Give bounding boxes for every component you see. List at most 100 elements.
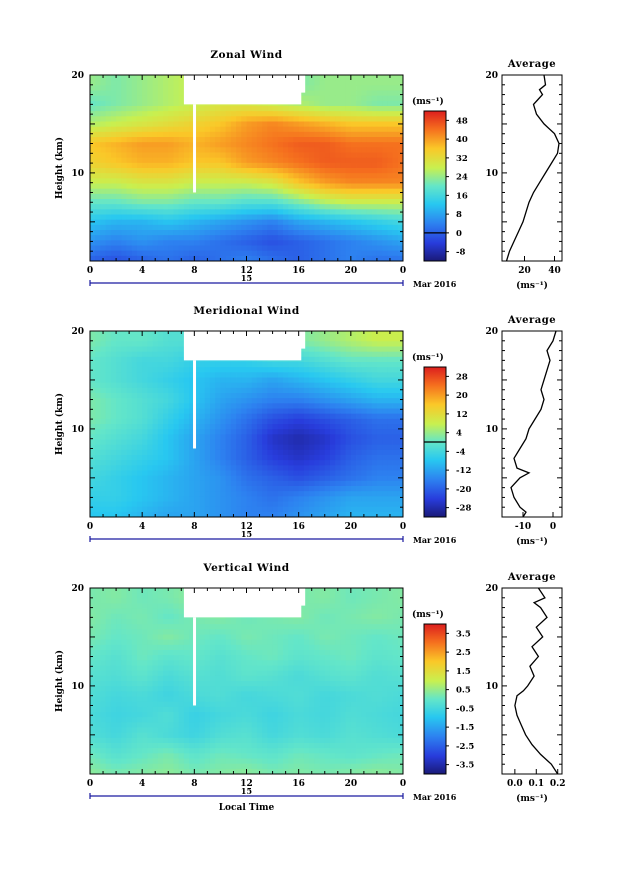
heat-cell: [157, 75, 164, 81]
heat-cell: [340, 486, 347, 492]
heat-cell: [189, 429, 195, 435]
heat-cell: [309, 214, 315, 221]
heat-cell: [168, 157, 174, 164]
heat-cell: [277, 377, 284, 384]
heat-cell: [345, 173, 352, 179]
heat-cell: [194, 449, 200, 456]
heat-cell: [131, 188, 138, 195]
heat-cell: [178, 147, 185, 153]
heat-cell: [152, 168, 159, 174]
heat-cell: [110, 346, 117, 353]
heat-cell: [246, 506, 253, 513]
heat-cell: [163, 255, 169, 262]
heat-cell: [361, 608, 367, 615]
heat-cell: [272, 434, 279, 440]
heat-cell: [230, 106, 237, 112]
heat-cell: [262, 511, 268, 518]
heat-cell: [142, 603, 148, 610]
heat-cell: [277, 157, 284, 164]
heat-cell: [335, 240, 341, 246]
heat-cell: [199, 403, 206, 409]
heat-cell: [382, 199, 388, 205]
heat-cell: [329, 351, 336, 358]
heat-cell: [371, 106, 378, 112]
heat-cell: [272, 465, 279, 471]
heat-cell: [131, 506, 138, 513]
heat-cell: [366, 250, 373, 257]
heat-cell: [356, 475, 362, 482]
heat-cell: [100, 418, 107, 425]
heat-cell: [105, 608, 112, 615]
heat-cell: [215, 444, 221, 451]
heat-cell: [361, 224, 367, 231]
heat-cell: [267, 413, 273, 420]
heat-cell: [220, 367, 227, 373]
heat-cell: [168, 121, 174, 128]
heat-cell: [189, 224, 195, 231]
heat-cell: [246, 377, 253, 384]
heat-cell: [309, 183, 315, 190]
heat-cell: [392, 214, 399, 221]
heat-cell: [319, 100, 326, 107]
heat-cell: [178, 106, 185, 112]
heat-cell: [376, 183, 383, 190]
heat-cell: [397, 598, 404, 604]
heat-cell: [277, 137, 284, 143]
heat-cell: [142, 506, 148, 513]
heat-cell: [110, 224, 117, 231]
heat-cell: [230, 429, 237, 435]
heat-cell: [361, 111, 367, 117]
heat-cell: [215, 387, 221, 394]
heat-cell: [147, 230, 153, 236]
heat-cell: [163, 214, 169, 221]
heat-cell: [272, 491, 279, 497]
heat-cell: [246, 147, 253, 153]
heat-cell: [345, 480, 352, 487]
heat-cell: [173, 188, 180, 195]
heat-cell: [183, 131, 190, 138]
heat-cell: [283, 178, 289, 184]
heat-cell: [225, 178, 232, 184]
heat-cell: [319, 480, 326, 487]
heat-cell: [392, 193, 399, 200]
heat-cell: [136, 204, 143, 210]
heat-cell: [298, 608, 305, 615]
heat-cell: [324, 121, 331, 128]
heat-cell: [220, 183, 227, 190]
heat-cell: [241, 424, 247, 430]
heat-cell: [136, 95, 143, 102]
heat-cell: [283, 152, 289, 159]
heat-cell: [329, 162, 336, 169]
heat-cell: [361, 240, 367, 246]
heat-cell: [303, 351, 310, 358]
heat-cell: [178, 137, 185, 143]
heat-cell: [371, 429, 378, 435]
heat-cell: [319, 240, 326, 246]
heat-cell: [136, 183, 143, 190]
heat-cell: [126, 224, 133, 231]
heat-cell: [110, 603, 117, 610]
heat-cell: [142, 449, 148, 456]
heat-cell: [387, 126, 393, 133]
heat-cell: [350, 511, 357, 518]
heat-cell: [142, 209, 148, 215]
heat-cell: [199, 377, 206, 384]
heat-cell: [246, 434, 253, 440]
heat-cell: [189, 157, 195, 164]
heat-cell: [199, 142, 206, 148]
heat-cell: [382, 336, 388, 342]
heat-cell: [236, 377, 242, 384]
heat-cell: [251, 429, 258, 435]
heat-cell: [262, 449, 268, 456]
heat-cell: [329, 593, 336, 599]
heat-cell: [324, 608, 331, 615]
heat-cell: [225, 214, 232, 221]
heat-cell: [324, 235, 331, 241]
heat-cell: [361, 470, 367, 477]
heat-cell: [262, 501, 268, 508]
heat-cell: [293, 173, 300, 179]
heat-cell: [397, 331, 404, 337]
heat-cell: [199, 230, 206, 236]
heat-cell: [319, 491, 326, 497]
heat-cell: [163, 613, 169, 620]
